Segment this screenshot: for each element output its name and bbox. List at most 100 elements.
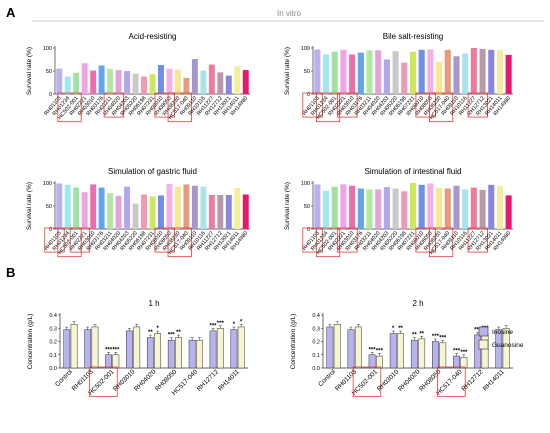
significance-marker: *** [112,347,120,353]
bar-rh08050 [427,49,434,94]
x-tick-label-rh04020: RH04020 [397,368,422,393]
y-tick-label: 50 [46,69,52,75]
bar-hc502-001 [73,72,80,94]
bar-rh06198 [141,76,147,94]
chart-title: Simulation of gastric fluid [108,167,197,176]
significance-marker: *** [217,321,225,327]
bar-hc502-001 [331,51,338,94]
chart-title: Acid-resisting [128,32,176,41]
y-tick-label: 100 [43,181,52,187]
significance-marker: *** [432,334,440,340]
bar-rh08230 [174,186,181,229]
highlight-box-rh08050 [154,92,175,118]
bar-guanosine-rh04020 [418,338,426,369]
bar-rh05220 [132,73,139,94]
panels-group: Acid-resisting Survival rate (%) 0 50 100 RH0… [26,32,513,398]
bar-rh08010 [418,184,425,229]
significance-marker: * [392,326,395,332]
chart-panel-simulation-of-intestinal-fluid: Simulation of intestinal fluid Survival r… [284,167,513,258]
bar-rh03211 [366,189,373,229]
bar-inosine-hc502-001 [105,354,112,369]
bar-rh03211 [107,193,114,229]
y-tick-label: 0 [307,227,310,233]
bar-inosine-hc517-040 [453,355,460,369]
highlight-box-hc502-001 [315,92,341,123]
chart-title: 2 h [412,299,423,308]
y-tick-label: 100 [301,181,310,187]
bar-rh04020 [115,70,122,94]
legend: Inosine Guanosine [478,326,524,350]
bar-rh13021 [225,194,232,229]
significance-marker: ** [148,330,153,336]
bar-rh06198 [401,191,408,229]
bar-rh09110 [453,56,460,94]
y-tick-label: 50 [304,69,310,75]
bar-guanosine-control [70,324,78,369]
bar-rh01234 [64,184,71,229]
bar-rh10116 [462,189,469,229]
x-tick-label-rh14011: RH14011 [217,368,241,392]
y-tick-label: 0.3 [312,326,320,332]
highlight-box-hc502-001 [315,227,341,258]
bar-rh07231 [149,74,156,94]
significance-marker: ** [412,333,417,339]
highlight-box-hc517-040 [167,227,192,258]
y-tick-label: 50 [304,204,310,210]
bar-guanosine-rh01103 [91,326,99,369]
bar-rh02221 [81,63,88,94]
highlight-box-hc502-001 [57,227,82,258]
bar-rh09110 [453,185,460,229]
bar-rh02221 [81,192,88,229]
bar-inosine-hc502-001 [368,354,376,369]
highlight-box-hc517-040 [429,227,454,258]
bar-rh09110 [191,185,198,229]
y-tick-label: 0 [307,92,310,98]
bar-inosine-control [63,329,71,369]
legend-swatch-guanosine [478,339,489,350]
legend-label-guanosine: Guanosine [492,342,524,349]
bar-rh03010 [349,185,356,229]
bar-guanosine-control [333,324,341,369]
bar-rh05220 [132,203,139,229]
bar-inosine-rh01103 [84,329,92,369]
bar-rh04203 [383,187,390,229]
highlight-box-rh12712 [467,92,488,118]
highlight-box-hc502-001 [89,366,118,398]
bar-rh03176 [357,188,364,229]
bar-rh12712 [217,194,224,229]
bar-rh14980 [242,70,249,94]
bar-rh01103 [314,184,321,229]
bar-rh08010 [158,195,164,229]
bar-inosine-rh04020 [146,337,154,369]
bar-rh08230 [436,188,443,229]
bar-rh08050 [427,183,434,229]
bar-inosine-rh08050 [432,341,439,369]
bar-inosine-rh14011 [230,329,238,369]
x-tick-label-control: Control [54,368,74,388]
highlight-box-rh12712 [467,227,488,253]
panel-a-letter: A [6,5,16,20]
highlight-box-rh01103 [302,227,323,253]
highlight-box-rh08050 [415,227,436,253]
bar-rh03211 [107,68,114,94]
bar-inosine-control [326,326,334,369]
bar-rh08230 [174,69,181,94]
bar-hc517-040 [183,184,190,229]
highlight-box-rh03010 [337,92,358,118]
y-axis-label: Concentration (g/L) [290,314,297,370]
bar-rh05220 [392,188,399,229]
highlight-box-hc517-040 [167,92,192,123]
y-tick-label: 100 [301,46,310,52]
y-tick-label: 0.2 [312,340,320,346]
bar-rh08230 [436,61,443,94]
bar-rh08050 [166,183,173,229]
bar-rh03176 [357,52,364,94]
y-tick-label: 0.1 [312,353,320,359]
bar-inosine-rh12712 [209,330,217,369]
bar-rh11227 [470,48,477,94]
bar-rh12712 [479,48,486,94]
bar-rh07231 [149,196,156,229]
bar-rh14980 [242,194,249,229]
bar-rh08010 [158,65,164,94]
y-axis-label: Survival rate (%) [26,47,33,95]
